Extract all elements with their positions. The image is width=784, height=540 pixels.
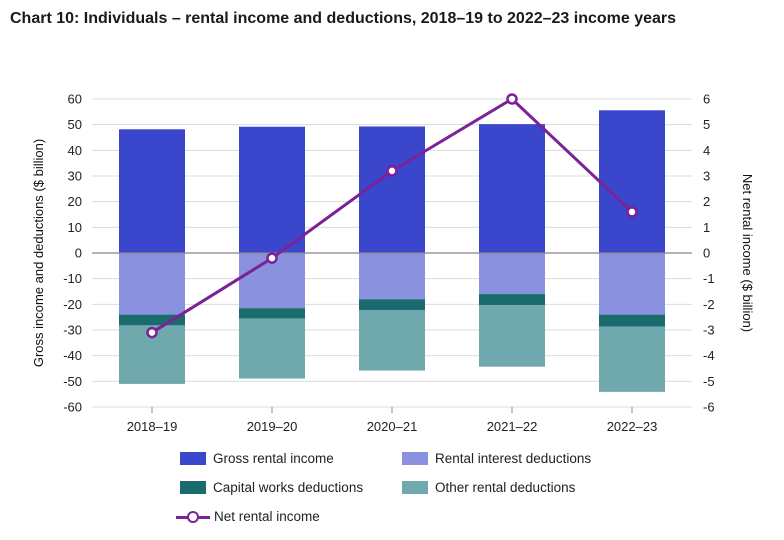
net-rental-income-point [146, 326, 158, 339]
right-tick-label: -4 [703, 348, 715, 363]
right-tick-label: 4 [703, 143, 710, 158]
left-tick-label: 50 [68, 117, 82, 132]
bar-gross-rental-income [479, 124, 545, 253]
right-tick-label: -3 [703, 323, 715, 338]
chart-title: Chart 10: Individuals – rental income an… [10, 10, 677, 27]
net-rental-income-line [146, 93, 638, 339]
bar-gross-rental-income [359, 126, 425, 253]
bar-other-rental-deductions [359, 309, 425, 371]
bar-other-rental-deductions [239, 318, 305, 379]
left-tick-label: 20 [68, 194, 82, 209]
bar-gross-rental-income [599, 110, 665, 253]
bar-gross-rental-income [239, 126, 305, 253]
right-axis-label: Net rental income ($ billion) [740, 174, 755, 332]
left-axis-ticks: -60 -50 -40 -30 -20 -10 0 10 20 30 40 50 60 [63, 92, 82, 415]
left-tick-label: -50 [63, 374, 82, 389]
x-axis-ticks: 2018–19 2019–20 2020–21 2021–22 2022–23 [127, 407, 658, 434]
bar-capital-works-deductions [239, 308, 305, 319]
right-tick-label: 2 [703, 194, 710, 209]
x-tick-label: 2019–20 [247, 419, 298, 434]
bar-capital-works-deductions [119, 314, 185, 326]
bar-other-rental-deductions [599, 326, 665, 392]
left-tick-label: -20 [63, 297, 82, 312]
bars [119, 110, 665, 392]
right-tick-label: -2 [703, 297, 715, 312]
left-tick-label: -30 [63, 323, 82, 338]
net-rental-income-point [506, 93, 518, 105]
bar-gross-rental-income [119, 129, 185, 253]
left-tick-label: 30 [68, 169, 82, 184]
right-tick-label: 6 [703, 92, 710, 107]
bar-rental-interest-deductions [599, 253, 665, 315]
left-tick-label: -40 [63, 348, 82, 363]
x-tick-label: 2018–19 [127, 419, 178, 434]
right-axis-ticks: -6 -5 -4 -3 -2 -1 0 1 2 3 4 5 6 [703, 92, 715, 415]
bar-rental-interest-deductions [119, 253, 185, 315]
bar-capital-works-deductions [359, 299, 425, 310]
left-tick-label: 10 [68, 220, 82, 235]
right-tick-label: 1 [703, 220, 710, 235]
bar-other-rental-deductions [479, 305, 545, 367]
left-tick-label: -10 [63, 271, 82, 286]
right-tick-label: -5 [703, 374, 715, 389]
bar-rental-interest-deductions [479, 253, 545, 295]
right-tick-label: -1 [703, 271, 715, 286]
net-rental-income-point [626, 206, 638, 218]
left-tick-label: 60 [68, 92, 82, 107]
net-rental-income-point [266, 252, 278, 264]
right-tick-label: 0 [703, 246, 710, 261]
left-tick-label: 40 [68, 143, 82, 158]
net-rental-income-point [386, 165, 398, 177]
left-tick-label: 0 [75, 246, 82, 261]
x-tick-label: 2022–23 [607, 419, 658, 434]
bar-capital-works-deductions [599, 314, 665, 327]
right-tick-label: 5 [703, 117, 710, 132]
bar-capital-works-deductions [479, 294, 545, 306]
x-tick-label: 2020–21 [367, 419, 418, 434]
right-tick-label: 3 [703, 169, 710, 184]
left-tick-label: -60 [63, 400, 82, 415]
left-axis-label: Gross income and deductions ($ billion) [31, 139, 46, 367]
x-tick-label: 2021–22 [487, 419, 538, 434]
right-tick-label: -6 [703, 400, 715, 415]
bar-rental-interest-deductions [359, 253, 425, 300]
